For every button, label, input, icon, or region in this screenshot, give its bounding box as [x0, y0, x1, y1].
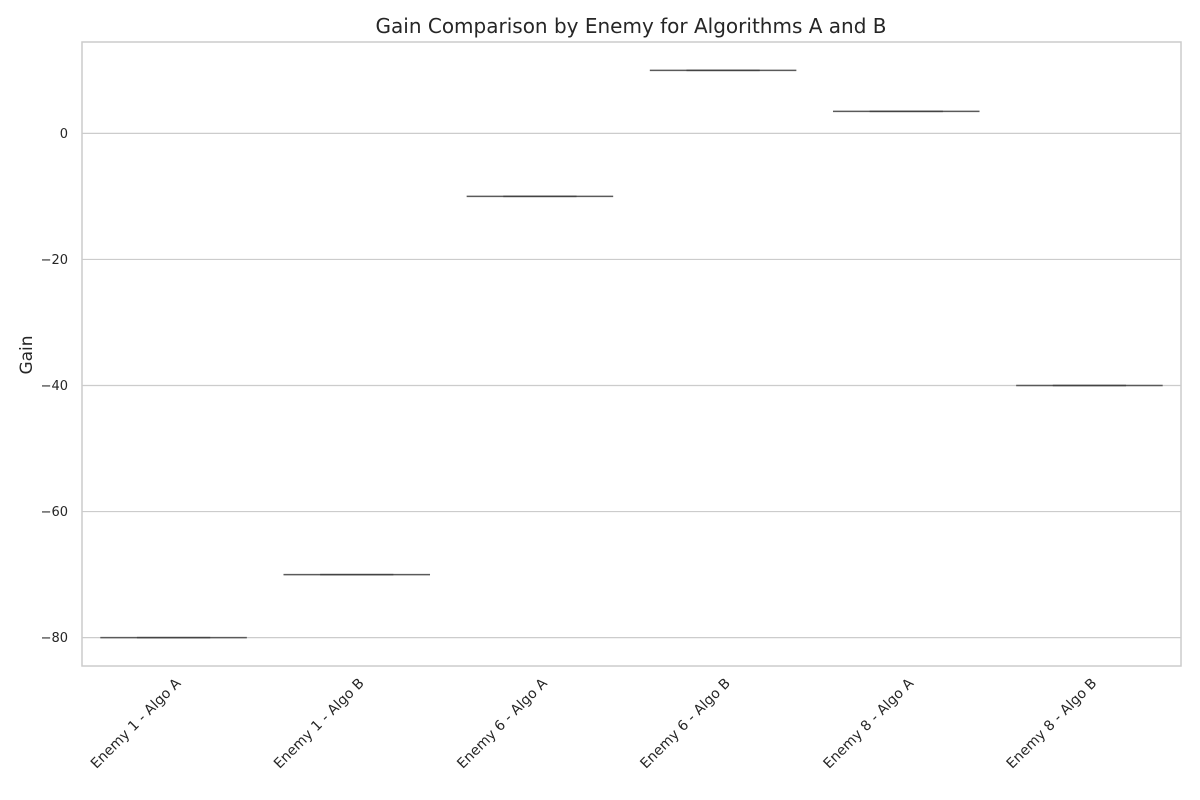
y-tick-labels: 0 −20 −40 −60 −80: [41, 127, 68, 646]
y-tick-label: −80: [41, 631, 68, 646]
y-axis-label: Gain: [17, 335, 37, 374]
x-tick-labels: Enemy 1 - Algo A Enemy 1 - Algo B Enemy 6 …: [88, 675, 1100, 772]
plot-frame: [81, 41, 1182, 667]
y-tick-label: −20: [41, 253, 68, 268]
chart-title: Gain Comparison by Enemy for Algorithms …: [376, 14, 887, 38]
x-tick-label: Enemy 6 - Algo A: [454, 675, 551, 772]
mark-layer: [100, 69, 1163, 639]
y-tick-label: −40: [41, 379, 68, 394]
x-tick-label: Enemy 8 - Algo A: [821, 675, 918, 772]
y-tick-label: 0: [60, 127, 68, 142]
x-tick-label: Enemy 1 - Algo B: [271, 676, 368, 773]
y-tick-label: −60: [41, 505, 68, 520]
x-tick-label: Enemy 1 - Algo A: [88, 675, 185, 772]
x-tick-label: Enemy 8 - Algo B: [1004, 676, 1101, 773]
x-tick-label: Enemy 6 - Algo B: [637, 676, 734, 773]
grid-layer: [82, 132, 1181, 639]
